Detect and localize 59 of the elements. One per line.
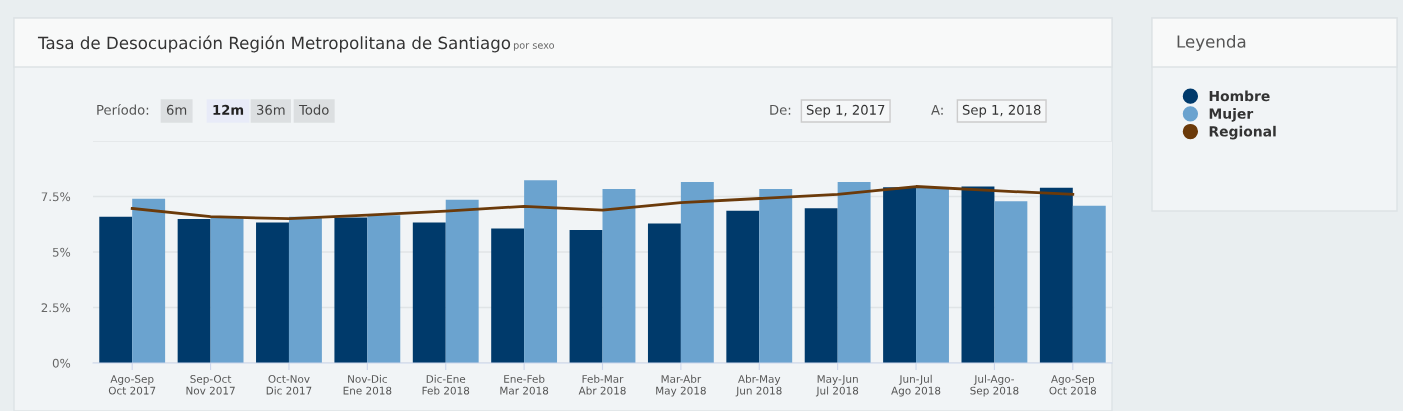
- bar: [210, 217, 244, 363]
- x-tick-label: Jul-Ago- Sep 2018: [970, 374, 1019, 397]
- x-tick-label: Oct-Nov Dic 2017: [266, 374, 312, 395]
- bar: [412, 222, 446, 363]
- legend-label: Mujer: [1209, 108, 1254, 122]
- bar: [759, 188, 793, 363]
- bar: [491, 228, 525, 363]
- x-tick-label: Sep-Oct Nov 2017: [186, 374, 235, 395]
- bar: [726, 210, 760, 363]
- text: A:: [931, 105, 943, 115]
- bar: [837, 182, 871, 363]
- chart-subtitle: por sexo: [513, 43, 555, 51]
- bar: [334, 217, 368, 363]
- text: Sep 1, 2017: [806, 104, 885, 118]
- bar: [602, 188, 636, 363]
- bar: [961, 186, 995, 363]
- line-series: [130, 185, 1075, 221]
- x-tick-label: Nov-Dic Ene 2018: [343, 374, 392, 395]
- bar: [680, 182, 714, 363]
- y-tick-label: 0%: [52, 358, 71, 368]
- bar: [1039, 187, 1073, 363]
- x-tick-label: May-Jun Jul 2018: [815, 375, 859, 397]
- x-tick-label: Ene-Feb Mar 2018: [500, 374, 549, 395]
- x-tick-label: Dic-Ene Feb 2018: [422, 374, 470, 395]
- bar: [804, 208, 838, 363]
- x-tick-label: Jun-Jul Ago 2018: [891, 374, 941, 397]
- bar: [524, 180, 558, 363]
- bar: [177, 218, 211, 363]
- x-tick-label: Ago-Sep Oct 2017: [108, 374, 156, 395]
- text: 6m: [166, 104, 187, 115]
- y-tick-label: 2.5%: [41, 303, 71, 313]
- text: 12m: [213, 104, 244, 115]
- text: 36m: [257, 104, 285, 115]
- legend-title: Leyenda: [1177, 34, 1246, 52]
- text: Sep 1, 2018: [962, 104, 1041, 118]
- legend-label: Hombre: [1209, 90, 1270, 102]
- bar: [367, 215, 401, 363]
- x-tick-label: Abr-May Jun 2018: [735, 374, 782, 397]
- text: Período:: [97, 104, 149, 115]
- bar: [647, 223, 681, 363]
- chart-title: Tasa de Desocupación Región Metropolitana de Santiago: [37, 35, 511, 53]
- bar: [99, 216, 133, 363]
- bar: [256, 222, 289, 363]
- bar: [883, 187, 917, 363]
- x-tick-label: Ago-Sep Oct 2018: [1049, 374, 1097, 395]
- y-tick-label: 7.5%: [41, 192, 71, 202]
- bar: [288, 216, 322, 363]
- text: De:: [770, 105, 791, 115]
- bar: [569, 230, 603, 363]
- legend-label: Regional: [1209, 125, 1276, 140]
- text: Todo: [298, 104, 329, 115]
- x-tick-label: Feb-Mar Abr 2018: [578, 374, 626, 395]
- bar: [994, 201, 1028, 363]
- y-tick-label: 5%: [52, 247, 71, 257]
- x-tick-label: Mar-Abr May 2018: [656, 374, 706, 397]
- bar: [132, 198, 166, 363]
- bar: [445, 199, 479, 363]
- bar: [1072, 205, 1106, 363]
- bar: [916, 187, 949, 363]
